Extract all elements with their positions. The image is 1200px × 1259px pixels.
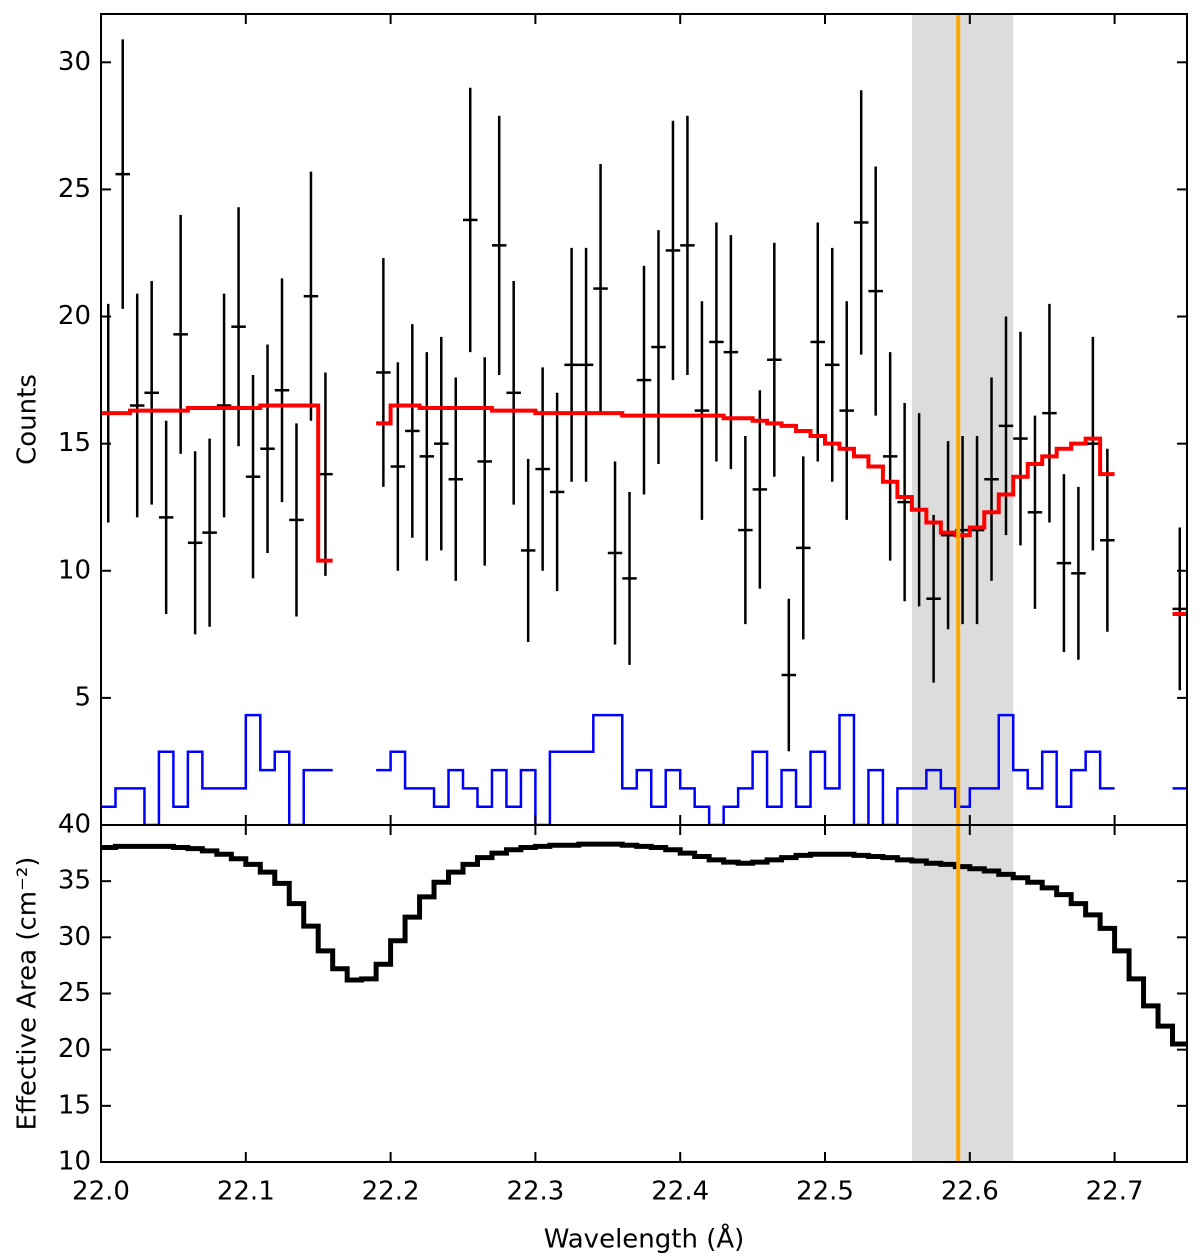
- shaded-region: [911, 825, 1014, 1162]
- background-line: [376, 713, 1115, 825]
- y-axis-label: Counts: [13, 374, 43, 465]
- y-tick-label: 20: [58, 301, 91, 331]
- y-tick-label: 20: [58, 1034, 91, 1064]
- x-tick-label: 22.0: [72, 1177, 130, 1207]
- y-tick-label: 15: [58, 428, 91, 458]
- x-tick-label: 22.3: [506, 1177, 564, 1207]
- step-line: [101, 403, 333, 563]
- x-axis-label: Wavelength (Å): [544, 1223, 745, 1255]
- plot-area: [101, 825, 1187, 1162]
- x-tick-label: 22.6: [941, 1177, 999, 1207]
- step-line: [101, 841, 1187, 1047]
- y-tick-label: 30: [58, 47, 91, 77]
- y-tick-label: 40: [58, 810, 91, 840]
- x-tick-label: 22.4: [651, 1177, 709, 1207]
- y-tick-label: 25: [58, 174, 91, 204]
- background-line: [101, 713, 333, 825]
- y-tick-label: 25: [58, 978, 91, 1008]
- shaded-region: [911, 14, 1014, 825]
- x-tick-label: 22.5: [796, 1177, 854, 1207]
- y-tick-label: 30: [58, 922, 91, 952]
- y-tick-label: 5: [74, 682, 91, 712]
- step-line: [376, 403, 1115, 538]
- y-tick-label: 10: [58, 1147, 91, 1177]
- y-tick-label: 10: [58, 555, 91, 585]
- x-tick-label: 22.2: [362, 1177, 420, 1207]
- x-tick-label: 22.1: [217, 1177, 275, 1207]
- plot-area: [101, 14, 1187, 825]
- y-tick-label: 35: [58, 866, 91, 896]
- x-tick-label: 22.7: [1086, 1177, 1144, 1207]
- y-tick-label: 15: [58, 1090, 91, 1120]
- y-axis-label: Effective Area (cm⁻²): [13, 857, 43, 1131]
